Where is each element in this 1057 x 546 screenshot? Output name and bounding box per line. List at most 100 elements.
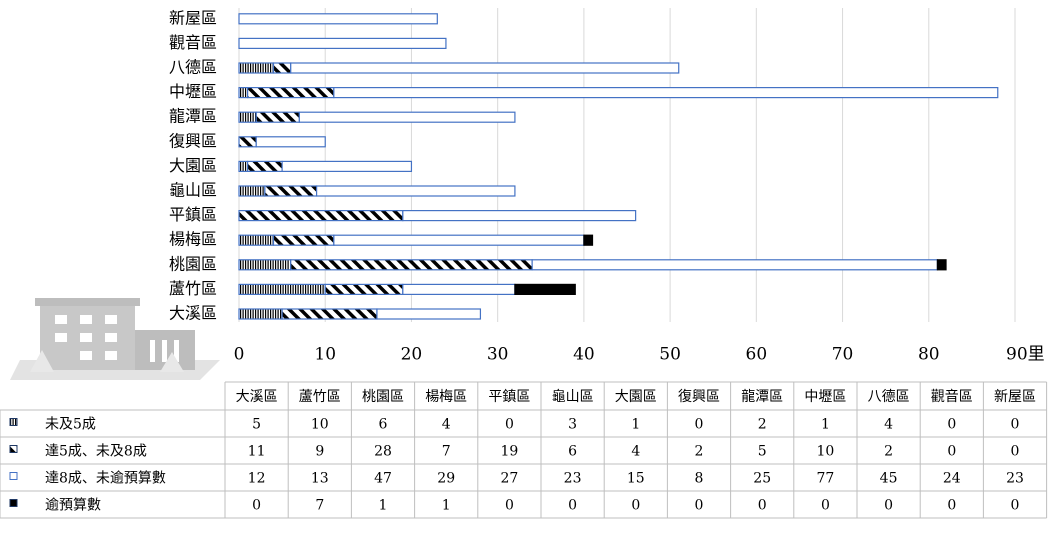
table-cell: 23	[564, 471, 582, 487]
table-cell: 10	[311, 417, 329, 433]
table-cell: 0	[821, 498, 830, 514]
bar-segment	[264, 185, 318, 197]
table-cell: 0	[568, 498, 577, 514]
table-cell: 7	[442, 444, 451, 460]
table-cell: 5	[252, 417, 261, 433]
table-cell: 0	[505, 498, 514, 514]
table-cell: 28	[374, 444, 392, 460]
category-label: 八德區	[169, 58, 217, 77]
bar-segment	[290, 62, 680, 74]
bar-segment	[402, 210, 637, 222]
bar-segment	[583, 234, 594, 246]
table-cell: 12	[248, 471, 266, 487]
table-cell: 29	[437, 471, 455, 487]
category-label: 桃園區	[169, 254, 217, 273]
bar-segment	[316, 185, 516, 197]
table-cell: 25	[753, 471, 771, 487]
category-label: 復興區	[169, 131, 217, 150]
table-header: 平鎮區	[488, 389, 530, 405]
legend-key	[9, 499, 18, 507]
bar-segment	[333, 234, 585, 246]
bar-segment	[255, 111, 300, 123]
bar-segment	[281, 160, 413, 172]
building-icon	[10, 298, 220, 380]
bar-segment	[238, 283, 326, 295]
x-tick-label: 90里	[1006, 345, 1045, 365]
bar-segment	[238, 210, 404, 222]
bar-segment	[324, 283, 404, 295]
x-tick-label: 40	[573, 345, 595, 365]
bar-segment	[238, 185, 266, 197]
bar-segment	[238, 259, 292, 271]
table-cell: 15	[627, 471, 645, 487]
bar-segment	[247, 86, 335, 99]
table-cell: 2	[695, 444, 704, 460]
bar-segment	[247, 160, 283, 172]
legend-label: 達8成、未逾預算數	[45, 471, 166, 487]
table-cell: 6	[379, 417, 388, 433]
table-cell: 1	[379, 498, 388, 514]
table-cell: 11	[248, 444, 266, 460]
category-label: 中壢區	[169, 82, 217, 101]
table-cell: 13	[311, 471, 329, 487]
x-tick-label: 70	[832, 345, 854, 365]
category-label: 平鎮區	[169, 205, 217, 224]
category-label: 蘆竹區	[169, 279, 217, 298]
table-cell: 7	[315, 498, 324, 514]
table-cell: 0	[1011, 498, 1020, 514]
table-header: 觀音區	[931, 388, 973, 405]
table-cell: 1	[821, 417, 830, 433]
bar-segment	[255, 136, 326, 148]
category-label: 龍潭區	[169, 107, 217, 126]
category-label: 觀音區	[169, 33, 217, 52]
bar-segment	[238, 234, 275, 246]
table-cell: 27	[500, 471, 518, 487]
legend-label: 達5成、未及8成	[45, 444, 147, 460]
table-cell: 2	[758, 417, 767, 433]
legend-key	[9, 445, 18, 453]
bar-segment	[376, 308, 482, 320]
table-cell: 77	[816, 471, 834, 487]
bar-segment	[238, 37, 447, 50]
table-header: 龜山區	[552, 389, 594, 405]
bar-segment	[238, 86, 249, 99]
bar-segment	[272, 62, 292, 74]
table-cell: 8	[695, 471, 704, 487]
table-cell: 0	[1011, 417, 1020, 433]
table-cell: 1	[442, 498, 451, 514]
bar-segment	[238, 111, 257, 123]
table-cell: 0	[758, 498, 767, 514]
bar-segment	[238, 136, 257, 148]
table-cell: 0	[695, 498, 704, 514]
bar-segment	[281, 308, 378, 320]
category-label: 大溪區	[169, 304, 217, 323]
legend-label: 逾預算數	[45, 498, 101, 514]
bar-segment	[333, 86, 999, 99]
bar-segment	[238, 13, 438, 25]
table-cell: 10	[816, 444, 834, 460]
bar-segment	[531, 259, 939, 271]
table-cell: 0	[947, 444, 956, 460]
table-cell: 0	[505, 417, 514, 433]
table-cell: 0	[884, 498, 893, 514]
legend-key	[9, 472, 18, 480]
bar-segment	[238, 160, 249, 172]
bar-segment	[936, 259, 947, 271]
table-header: 新屋區	[994, 389, 1036, 405]
x-tick-label: 20	[401, 345, 423, 365]
legend-key	[9, 418, 18, 426]
x-tick-label: 60	[746, 345, 768, 365]
table-header: 蘆竹區	[299, 389, 341, 405]
table-cell: 19	[500, 444, 518, 460]
table-cell: 3	[568, 417, 577, 433]
table-header: 復興區	[678, 388, 720, 405]
table-cell: 47	[374, 471, 392, 487]
table-cell: 24	[943, 471, 961, 487]
table-cell: 0	[1011, 444, 1020, 460]
table-cell: 0	[252, 498, 261, 514]
category-label: 楊梅區	[169, 230, 217, 249]
table-cell: 0	[947, 417, 956, 433]
x-tick-label: 10	[314, 345, 336, 365]
table-cell: 45	[880, 471, 898, 487]
bar-segment	[402, 283, 516, 295]
